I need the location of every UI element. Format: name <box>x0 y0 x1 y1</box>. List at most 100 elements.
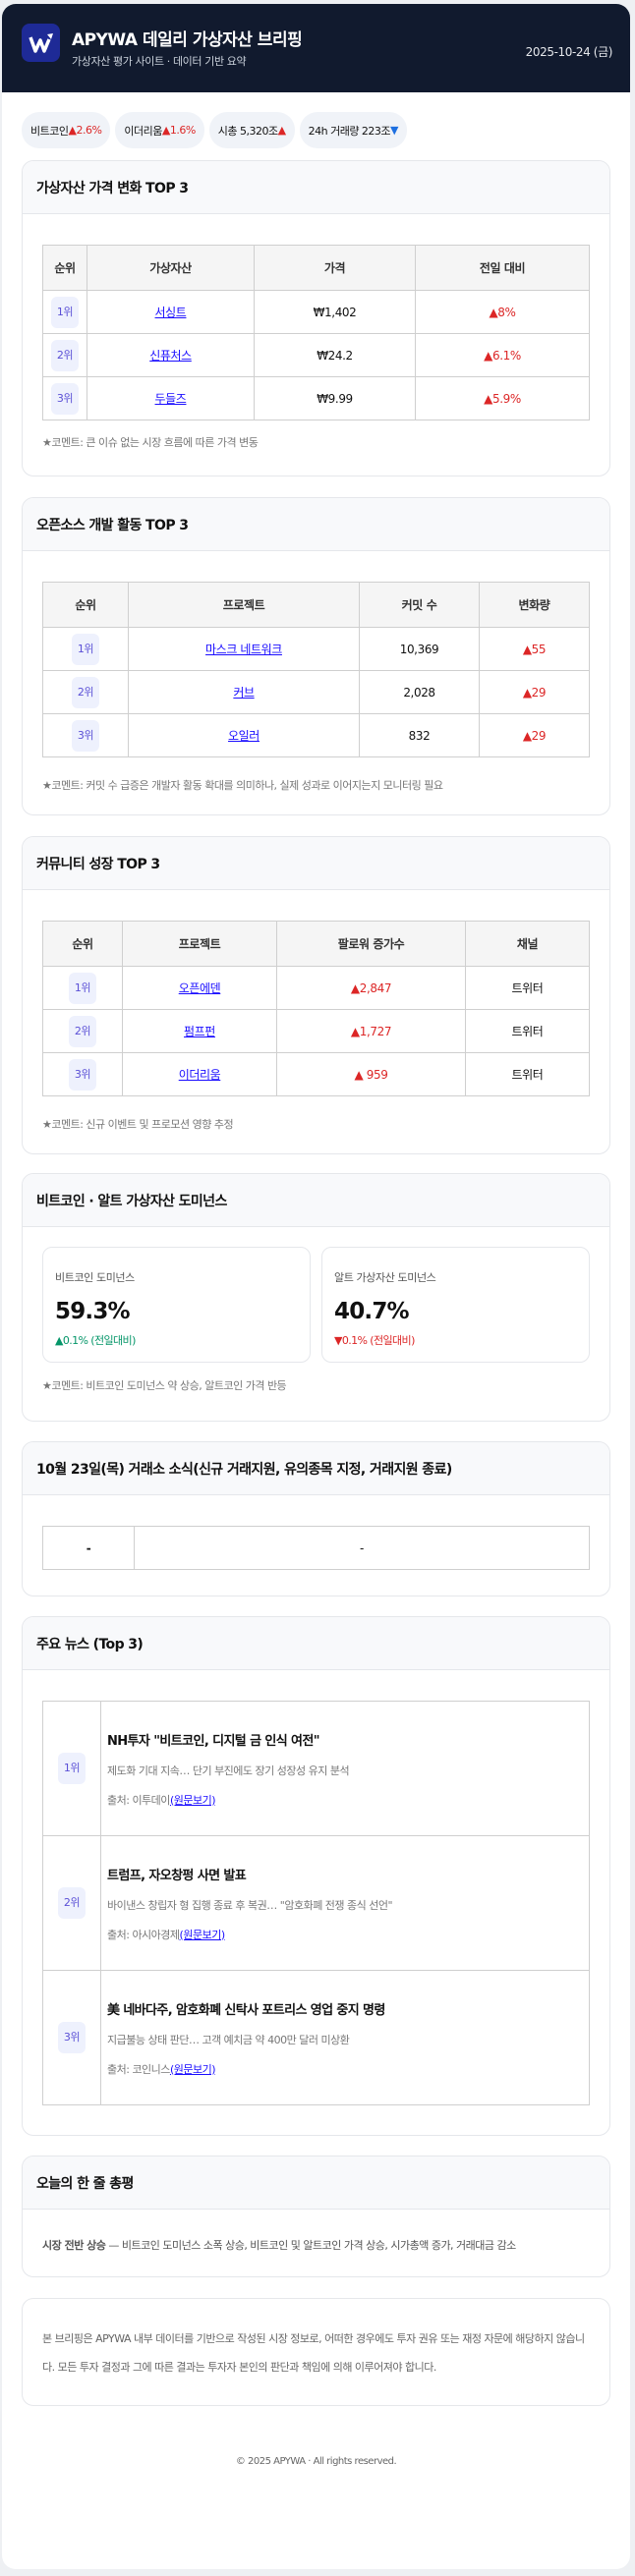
table-header: 순위 프로젝트 커밋 수 변화량 <box>42 582 590 628</box>
channel: 트위터 <box>465 1052 590 1096</box>
page-title: APYWA 데일리 가상자산 브리핑 <box>72 30 303 50</box>
footer-copyright: © 2025 APYWA · All rights reserved. <box>235 2456 397 2467</box>
pill-market-cap: 시총 5,320조 ▲ <box>208 112 295 148</box>
col-header: 전일 대비 <box>415 245 590 291</box>
rank-badge: 1위 <box>71 633 100 665</box>
rank-badge: 2위 <box>68 1015 97 1047</box>
followers: ▲1,727 <box>276 1009 466 1053</box>
project-link[interactable]: 이더리움 <box>178 1068 221 1082</box>
news-table: 1위 NH투자 "비트코인, 디지털 금 인식 여전" 제도화 기대 지속… 단기 … <box>42 1701 590 2105</box>
asset-link[interactable]: 서싱트 <box>154 306 187 319</box>
rank-badge: 2위 <box>50 339 80 371</box>
section-title: 오픈소스 개발 활동 TOP 3 <box>23 498 609 551</box>
table-row: 1위 서싱트 ₩1,402 ▲8% <box>42 290 590 334</box>
stat-label: 알트 가상자산 도미넌스 <box>334 1271 436 1284</box>
section-title: 주요 뉴스 (Top 3) <box>23 1617 609 1670</box>
exchange-table: -- <box>42 1526 590 1570</box>
cell: - <box>42 1526 135 1570</box>
table-row: 2위 펌프펀 ▲1,727 트위터 <box>42 1009 590 1053</box>
alt-dominance-card: 알트 가상자산 도미넌스 40.7% ▼0.1% (전일대비) <box>321 1247 590 1363</box>
change: ▲6.1% <box>415 333 590 377</box>
price-table: 순위 가상자산 가격 전일 대비 1위 서싱트 ₩1,402 ▲8% 2위 신퓨처스 ₩24.2… <box>42 245 590 420</box>
news-title: 트럼프, 자오창펑 사면 발표 <box>107 1868 247 1883</box>
rank-badge: 1위 <box>68 972 97 1004</box>
table-row: 3위 이더리움 ▲ 959 트위터 <box>42 1052 590 1096</box>
change: ▲8% <box>415 290 590 334</box>
rank-badge: 3위 <box>50 382 80 415</box>
news-desc: 제도화 기대 지속… 단기 부진에도 장기 성장성 유지 분석 <box>107 1764 350 1777</box>
market-summary-pills: 비트코인 ▲2.6% 이더리움 ▲1.6% 시총 5,320조 ▲ 24h 거래량 2… <box>22 112 408 148</box>
community-section: 커뮤니티 성장 TOP 3 순위 프로젝트 팔로워 증가수 채널 1위 오픈에덴 ▲2,8… <box>22 836 610 1154</box>
channel: 트위터 <box>465 966 590 1010</box>
col-header: 커밋 수 <box>359 582 480 628</box>
summary-section: 오늘의 한 줄 총평 시장 전반 상승 — 비트코인 도미넌스 소폭 상승, 비… <box>22 2156 610 2277</box>
pill-value: ▲2.6% <box>68 124 102 137</box>
change: ▲29 <box>479 670 590 714</box>
price-section: 가상자산 가격 변화 TOP 3 순위 가상자산 가격 전일 대비 1위 서싱트 ₩1,4… <box>22 160 610 476</box>
col-header: 팔로워 증가수 <box>276 921 466 967</box>
briefing-date: 2025-10-24 (금) <box>525 45 613 59</box>
read-original-link[interactable]: (원문보기) <box>179 1928 226 1941</box>
col-header: 순위 <box>42 582 129 628</box>
comment: ★코멘트: 비트코인 도미넌스 약 상승, 알트코인 가격 반등 <box>42 1379 287 1392</box>
change: ▲29 <box>479 713 590 757</box>
project-link[interactable]: 펌프펀 <box>184 1025 215 1038</box>
project-link[interactable]: 오픈에덴 <box>178 981 221 995</box>
summary-text: 시장 전반 상승 — 비트코인 도미넌스 소폭 상승, 비트코인 및 알트코인 … <box>42 2237 590 2253</box>
price: ₩9.99 <box>254 376 416 420</box>
news-section: 주요 뉴스 (Top 3) 1위 NH투자 "비트코인, 디지털 금 인식 여전"… <box>22 1616 610 2136</box>
rank-badge: 2위 <box>57 1887 87 1919</box>
stat-label: 비트코인 도미넌스 <box>55 1271 135 1284</box>
price: ₩1,402 <box>254 290 416 334</box>
comment: ★코멘트: 신규 이벤트 및 프로모션 영향 추정 <box>42 1118 234 1131</box>
stat-value: 59.3% <box>55 1299 131 1324</box>
summary-body: — 비트코인 도미넌스 소폭 상승, 비트코인 및 알트코인 가격 상승, 시가… <box>105 2239 516 2252</box>
col-header: 가상자산 <box>87 245 255 291</box>
news-desc: 바이낸스 창립자 형 집행 종료 후 복권… "암호화폐 전쟁 종식 선언" <box>107 1898 393 1912</box>
table-header: 순위 프로젝트 팔로워 증가수 채널 <box>42 921 590 967</box>
section-title: 10월 23일(목) 거래소 소식(신규 거래지원, 유의종목 지정, 거래지원… <box>23 1442 609 1495</box>
channel: 트위터 <box>465 1009 590 1053</box>
asset-link[interactable]: 신퓨처스 <box>149 349 192 363</box>
commits: 832 <box>359 713 480 757</box>
pill-label: 24h 거래량 223조 <box>308 124 391 138</box>
pill-volume: 24h 거래량 223조 ▼ <box>299 112 408 148</box>
price: ₩24.2 <box>254 333 416 377</box>
news-item: 3위 美 네바다주, 암호화폐 신탁사 포트리스 영업 중지 명령 지급불능 상태 … <box>42 1970 590 2105</box>
comment: ★코멘트: 큰 이슈 없는 시장 흐름에 따른 가격 변동 <box>42 436 259 449</box>
section-title: 비트코인 · 알트 가상자산 도미넌스 <box>23 1174 609 1227</box>
project-link[interactable]: 오일러 <box>228 729 260 743</box>
col-header: 순위 <box>42 921 123 967</box>
table-row: -- <box>42 1526 590 1570</box>
table-header: 순위 가상자산 가격 전일 대비 <box>42 245 590 291</box>
commits: 2,028 <box>359 670 480 714</box>
page-subtitle: 가상자산 평가 사이트 · 데이터 기반 요약 <box>72 55 247 68</box>
table-row: 2위 신퓨처스 ₩24.2 ▲6.1% <box>42 333 590 377</box>
news-title: NH투자 "비트코인, 디지털 금 인식 여전" <box>107 1733 320 1749</box>
rank-badge: 1위 <box>50 296 80 328</box>
read-original-link[interactable]: (원문보기) <box>169 2062 216 2076</box>
section-title: 오늘의 한 줄 총평 <box>23 2156 609 2210</box>
section-title: 가상자산 가격 변화 TOP 3 <box>23 161 609 214</box>
table-row: 2위 커브 2,028 ▲29 <box>42 670 590 714</box>
col-header: 순위 <box>42 245 87 291</box>
table-row: 3위 오일러 832 ▲29 <box>42 713 590 757</box>
stat-change: ▼0.1% (전일대비) <box>334 1334 415 1347</box>
col-header: 프로젝트 <box>122 921 277 967</box>
project-link[interactable]: 커브 <box>233 686 255 700</box>
read-original-link[interactable]: (원문보기) <box>169 1793 216 1807</box>
news-title: 美 네바다주, 암호화폐 신탁사 포트리스 영업 중지 명령 <box>107 2002 385 2018</box>
btc-dominance-card: 비트코인 도미넌스 59.3% ▲0.1% (전일대비) <box>42 1247 311 1363</box>
pill-bitcoin: 비트코인 ▲2.6% <box>22 112 111 148</box>
briefing-page: APYWA 데일리 가상자산 브리핑 가상자산 평가 사이트 · 데이터 기반 … <box>2 4 630 2569</box>
community-table: 순위 프로젝트 팔로워 증가수 채널 1위 오픈에덴 ▲2,847 트위터 2위 펌프펀 ▲1,… <box>42 921 590 1096</box>
pill-label: 시총 5,320조 <box>217 124 278 138</box>
col-header: 채널 <box>465 921 590 967</box>
opensource-section: 오픈소스 개발 활동 TOP 3 순위 프로젝트 커밋 수 변화량 1위 마스크 네트워… <box>22 497 610 815</box>
news-source: 출처: 이투데이 <box>107 1793 170 1807</box>
pill-value: ▼ <box>390 124 399 137</box>
project-link[interactable]: 마스크 네트워크 <box>205 643 282 656</box>
disclaimer-text: 본 브리핑은 APYWA 내부 데이터를 기반으로 작성된 시장 정보로, 어떠… <box>42 2332 585 2374</box>
disclaimer-section: 본 브리핑은 APYWA 내부 데이터를 기반으로 작성된 시장 정보로, 어떠… <box>22 2298 610 2406</box>
asset-link[interactable]: 두들즈 <box>154 392 187 406</box>
